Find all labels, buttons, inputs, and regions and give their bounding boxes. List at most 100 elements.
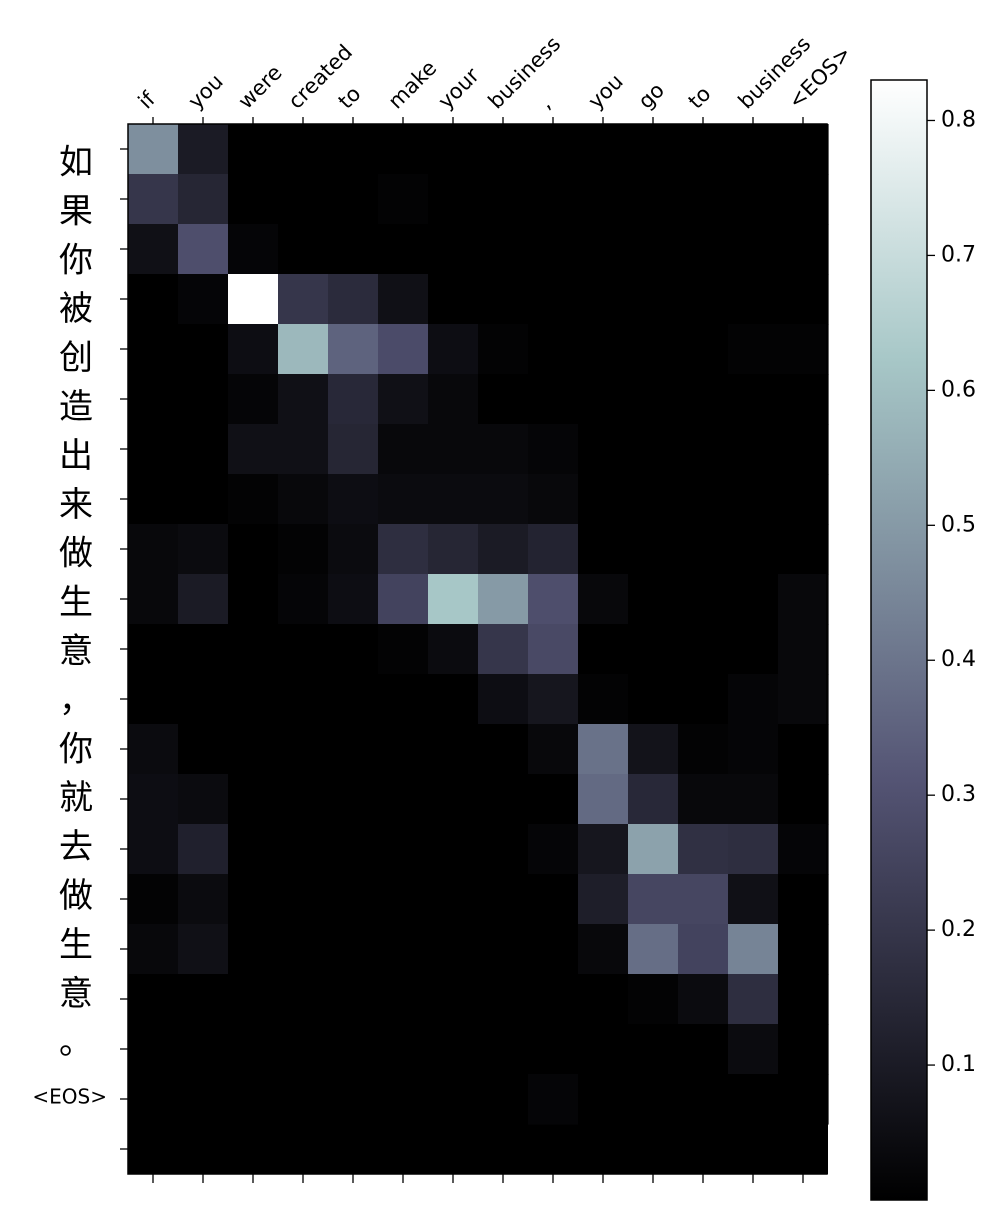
heatmap-cell [328, 774, 379, 825]
heatmap-cell [728, 624, 779, 675]
heatmap-cell [378, 974, 429, 1025]
heatmap-cell [378, 874, 429, 925]
heatmap-cell [628, 474, 679, 525]
heatmap-cell [428, 124, 479, 175]
heatmap-cell [628, 324, 679, 375]
heatmap-cell [278, 624, 329, 675]
heatmap-cell [528, 274, 579, 325]
x-tick-label: , [534, 92, 556, 114]
heatmap-cell [328, 224, 379, 275]
heatmap-cell [628, 624, 679, 675]
heatmap-cell [528, 1024, 579, 1075]
heatmap-cell [628, 374, 679, 425]
heatmap-cell [178, 424, 229, 475]
heatmap-cell [228, 574, 279, 625]
heatmap-cell [478, 1024, 529, 1075]
heatmap-cell [478, 824, 529, 875]
heatmap-cell [478, 774, 529, 825]
heatmap-cell [778, 1074, 829, 1125]
heatmap-cell [528, 424, 579, 475]
heatmap-cell [378, 624, 429, 675]
heatmap-cell [578, 924, 629, 975]
heatmap-cell [478, 974, 529, 1025]
heatmap-cell [628, 724, 679, 775]
heatmap-cell [478, 274, 529, 325]
heatmap-cell [478, 724, 529, 775]
heatmap-cell [378, 924, 429, 975]
colorbar-tick-label: 0.5 [941, 512, 976, 537]
heatmap-cell [578, 674, 629, 725]
y-tick-label: 你 [59, 729, 93, 769]
heatmap-cell [778, 224, 829, 275]
heatmap-cell [578, 424, 629, 475]
heatmap-cell [428, 474, 479, 525]
heatmap-cell [328, 474, 379, 525]
heatmap-cell [228, 524, 279, 575]
heatmap-cell [378, 224, 429, 275]
heatmap-cell [428, 1074, 479, 1125]
heatmap-cell [378, 524, 429, 575]
heatmap-cells [128, 124, 829, 1174]
heatmap-cell [178, 574, 229, 625]
heatmap-cell [728, 774, 779, 825]
heatmap-cell [278, 224, 329, 275]
heatmap-cell [128, 724, 179, 775]
heatmap-cell [128, 924, 179, 975]
heatmap-cell [228, 724, 279, 775]
heatmap-cell [678, 374, 729, 425]
heatmap-cell [728, 224, 779, 275]
heatmap-cell [128, 174, 179, 225]
heatmap-cell [328, 374, 379, 425]
heatmap-cell [778, 824, 829, 875]
heatmap-cell [728, 1024, 779, 1075]
heatmap-cell [378, 1024, 429, 1075]
heatmap-cell [628, 424, 679, 475]
heatmap-cell [278, 474, 329, 525]
heatmap-cell [228, 824, 279, 875]
heatmap-cell [378, 774, 429, 825]
heatmap-cell [128, 1074, 179, 1125]
heatmap-cell [778, 574, 829, 625]
heatmap-cell [478, 374, 529, 425]
heatmap-cell [278, 574, 329, 625]
heatmap-cell [378, 324, 429, 375]
heatmap-cell [728, 424, 779, 475]
heatmap-cell [428, 524, 479, 575]
heatmap-cell [228, 624, 279, 675]
x-tick-label: you [584, 69, 628, 113]
heatmap-cell [578, 474, 629, 525]
heatmap-cell [178, 624, 229, 675]
heatmap-cell [528, 724, 579, 775]
heatmap-cell [128, 124, 179, 175]
y-tick-label: 生 [59, 925, 93, 965]
heatmap-cell [178, 474, 229, 525]
heatmap-cell [178, 324, 229, 375]
heatmap-cell [778, 424, 829, 475]
heatmap-cell [378, 674, 429, 725]
heatmap-cell [378, 574, 429, 625]
heatmap-cell [528, 474, 579, 525]
heatmap-cell [528, 874, 579, 925]
heatmap-cell [578, 974, 629, 1025]
heatmap-cell [228, 1024, 279, 1075]
heatmap-cell [528, 624, 579, 675]
heatmap-cell [228, 774, 279, 825]
heatmap-cell [528, 524, 579, 575]
heatmap-cell [578, 874, 629, 925]
heatmap-cell [428, 824, 479, 875]
heatmap-cell [478, 124, 529, 175]
heatmap-cell [328, 124, 379, 175]
heatmap-cell [378, 474, 429, 525]
heatmap-cell [528, 174, 579, 225]
heatmap-cell [478, 424, 529, 475]
heatmap-cell [328, 1074, 379, 1125]
heatmap-cell [128, 974, 179, 1025]
heatmap-cell [678, 274, 729, 325]
heatmap-cell [178, 874, 229, 925]
heatmap-cell [628, 924, 679, 975]
heatmap-cell [528, 124, 579, 175]
heatmap-cell [628, 1024, 679, 1075]
heatmap-cell [578, 824, 629, 875]
x-tick-label: if [134, 87, 161, 114]
